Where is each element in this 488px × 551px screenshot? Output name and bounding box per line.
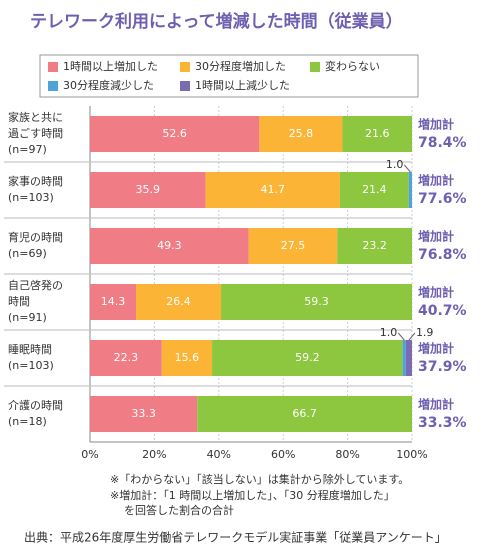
bar-segment bbox=[405, 340, 412, 376]
total-label: 増加計 bbox=[418, 173, 454, 188]
total-label: 増加計 bbox=[418, 117, 454, 132]
data-label: 66.7 bbox=[292, 407, 317, 420]
data-label: 52.6 bbox=[162, 127, 187, 140]
data-label: 21.6 bbox=[365, 127, 390, 140]
total-label: 増加計 bbox=[418, 229, 454, 244]
bar-segment bbox=[90, 172, 206, 208]
note: を回答した割合の合計 bbox=[124, 503, 234, 517]
data-label: 49.3 bbox=[157, 239, 182, 252]
bar-segment bbox=[212, 340, 403, 376]
bar-segment bbox=[248, 228, 338, 264]
bar-segment bbox=[197, 396, 412, 432]
y-tick-label: 家事の時間 bbox=[8, 174, 63, 188]
total-label: 増加計 bbox=[418, 397, 454, 412]
x-tick-label: 0% bbox=[81, 448, 98, 461]
bar-segment bbox=[90, 340, 162, 376]
legend-label: 30分程度減少した bbox=[63, 78, 154, 92]
bar-segment bbox=[161, 340, 213, 376]
leader-line bbox=[397, 332, 405, 341]
data-label: 59.2 bbox=[295, 351, 320, 364]
bar-segment bbox=[90, 284, 137, 320]
y-tick-label: 睡眠時間 bbox=[8, 343, 52, 356]
y-tick-label: (n=69) bbox=[8, 247, 47, 260]
y-tick-label: 介護の時間 bbox=[8, 398, 63, 412]
leader-line bbox=[404, 164, 411, 173]
bar-segment bbox=[90, 396, 198, 432]
data-label: 1.0 bbox=[386, 158, 404, 171]
data-label: 15.6 bbox=[175, 351, 200, 364]
data-label: 22.3 bbox=[114, 351, 139, 364]
y-tick-label: 時間 bbox=[8, 295, 30, 308]
leader-line bbox=[408, 332, 416, 341]
data-label: 27.5 bbox=[281, 239, 306, 252]
data-label: 59.3 bbox=[304, 295, 329, 308]
bar-segment bbox=[342, 116, 412, 152]
chart-title: テレワーク利用によって増減した時間（従業員） bbox=[30, 11, 403, 32]
note: ※増加計：「1 時間以上増加した」、「30 分程度増加した」 bbox=[110, 488, 395, 502]
data-label: 14.3 bbox=[101, 295, 126, 308]
data-label: 1.9 bbox=[416, 326, 434, 339]
bar-segment bbox=[90, 116, 260, 152]
bar-segment bbox=[259, 116, 343, 152]
bar-segment bbox=[337, 228, 412, 264]
data-label: 1.0 bbox=[380, 326, 398, 339]
x-tick-label: 60% bbox=[271, 448, 295, 461]
total-value: 33.3% bbox=[418, 415, 467, 431]
data-label: 33.3 bbox=[131, 407, 156, 420]
y-tick-label: 過ごす時間 bbox=[8, 126, 63, 140]
y-tick-label: 家族と共に bbox=[8, 110, 63, 124]
data-label: 25.8 bbox=[289, 127, 314, 140]
total-value: 37.9% bbox=[418, 359, 467, 375]
bar-segment bbox=[136, 284, 222, 320]
x-tick-label: 80% bbox=[335, 448, 359, 461]
total-value: 40.7% bbox=[418, 303, 467, 319]
bar-segment bbox=[402, 340, 406, 376]
x-tick-label: 20% bbox=[142, 448, 166, 461]
legend-swatch bbox=[180, 62, 190, 72]
total-value: 76.8% bbox=[418, 247, 467, 263]
legend-label: 1時間以上増加した bbox=[63, 60, 158, 73]
y-tick-label: (n=18) bbox=[8, 415, 47, 428]
bar-segment bbox=[408, 172, 412, 208]
total-label: 増加計 bbox=[418, 285, 454, 300]
legend-swatch bbox=[310, 62, 320, 72]
bar-segment bbox=[205, 172, 340, 208]
y-tick-label: 育児の時間 bbox=[8, 230, 63, 244]
legend-label: 1時間以上減少した bbox=[195, 78, 290, 92]
note: ※「わからない」「該当しない」は集計から除外しています。 bbox=[110, 472, 409, 486]
total-label: 増加計 bbox=[418, 341, 454, 356]
bar-segment bbox=[90, 228, 249, 264]
data-label: 41.7 bbox=[260, 183, 285, 196]
legend-swatch bbox=[48, 62, 58, 72]
total-value: 78.4% bbox=[418, 135, 467, 151]
y-tick-label: 自己啓発の bbox=[8, 278, 63, 292]
bar-segment bbox=[221, 284, 412, 320]
data-label: 35.9 bbox=[136, 183, 161, 196]
y-tick-label: (n=91) bbox=[8, 311, 47, 324]
y-tick-label: (n=103) bbox=[8, 359, 54, 372]
legend-label: 変わらない bbox=[325, 59, 380, 73]
x-tick-label: 40% bbox=[207, 448, 231, 461]
x-tick-label: 100% bbox=[396, 448, 427, 461]
data-label: 26.4 bbox=[166, 295, 191, 308]
y-tick-label: (n=97) bbox=[8, 143, 47, 156]
legend-swatch bbox=[48, 81, 58, 91]
total-value: 77.6% bbox=[418, 191, 467, 207]
data-label: 23.2 bbox=[362, 239, 387, 252]
source: 出典：平成26年度厚生労働省テレワークモデル実証事業「従業員アンケート」 bbox=[24, 530, 447, 545]
legend-label: 30分程度増加した bbox=[195, 59, 286, 73]
bar-segment bbox=[339, 172, 409, 208]
data-label: 21.4 bbox=[362, 183, 387, 196]
legend-box bbox=[39, 54, 419, 98]
y-tick-label: (n=103) bbox=[8, 191, 54, 204]
legend-swatch bbox=[180, 81, 190, 91]
